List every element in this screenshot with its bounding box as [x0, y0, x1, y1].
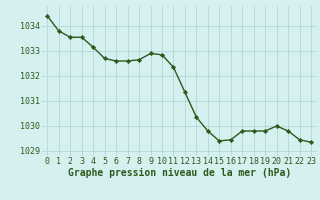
- X-axis label: Graphe pression niveau de la mer (hPa): Graphe pression niveau de la mer (hPa): [68, 168, 291, 178]
